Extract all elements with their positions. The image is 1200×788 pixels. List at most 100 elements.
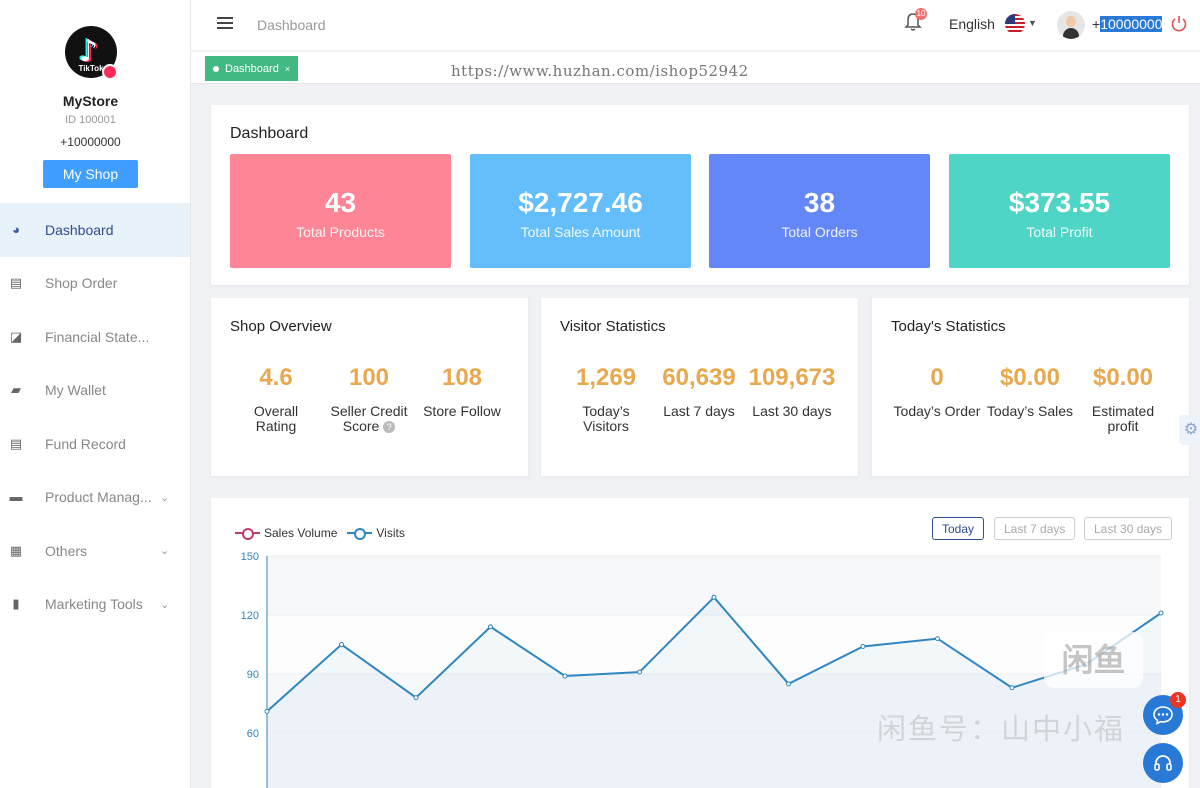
stat-label: Total Sales Amount: [520, 224, 641, 240]
phone-prefix: +: [1092, 16, 1101, 32]
user-phone[interactable]: +10000000: [1092, 16, 1163, 32]
data-point: [413, 695, 419, 701]
caret-down-icon[interactable]: ▼: [1028, 18, 1037, 28]
store-phone: +10000000: [60, 135, 121, 149]
card-title: Dashboard: [230, 125, 309, 142]
stat-label: Total Products: [296, 224, 385, 240]
us-flag-icon[interactable]: [1005, 14, 1025, 34]
sidebar: ♪ TikTok MyStore ID 100001 +10000000 My …: [0, 0, 191, 788]
menu-toggle-icon[interactable]: [217, 17, 233, 31]
stat-total-orders: 38 Total Orders: [709, 154, 930, 268]
grid-band: [267, 733, 1161, 788]
headset-icon: [1154, 755, 1172, 771]
notification-badge: 10: [915, 8, 927, 20]
phone-highlight: 10000000: [1100, 16, 1163, 32]
range-last-7-days-button[interactable]: Last 7 days: [994, 517, 1076, 540]
support-button[interactable]: [1143, 743, 1183, 783]
card-title: Today's Statistics: [891, 318, 1006, 335]
grid-band: [267, 556, 1161, 615]
tab-dashboard[interactable]: Dashboard ×: [205, 56, 299, 81]
sidebar-item-label: Shop Order: [45, 275, 118, 292]
sidebar-item-label: Others: [45, 542, 88, 559]
metric-label-text: Seller Credit Score: [330, 403, 408, 434]
clipboard-icon: ▤: [9, 275, 23, 291]
sidebar-item-label: Dashboard: [45, 221, 114, 238]
help-icon[interactable]: ?: [383, 421, 396, 434]
metric-label: Seller Credit Score ?: [321, 404, 417, 434]
metric-value: 4.6: [259, 364, 293, 391]
store-name: MyStore: [62, 93, 119, 109]
range-today-button[interactable]: Today: [932, 517, 985, 540]
sidebar-item-others[interactable]: ▦ Others ⌄: [0, 524, 190, 578]
legend-swatch: [347, 528, 373, 540]
grid-band: [267, 615, 1161, 674]
grid-icon: ▦: [9, 542, 23, 558]
chart-legend: Sales Volume Visits: [235, 526, 405, 540]
data-point: [935, 636, 940, 642]
stat-value: 43: [324, 187, 357, 218]
y-tick-label: 60: [247, 728, 259, 740]
chevron-down-icon: ⌄: [160, 598, 170, 611]
y-tick-label: 150: [241, 551, 259, 563]
logo-brand-text: TikTok: [78, 64, 104, 73]
stat-label: Total Profit: [1026, 224, 1093, 240]
stat-total-profit: $373.55 Total Profit: [949, 154, 1170, 268]
metric-label: Last 30 days: [752, 403, 832, 419]
my-shop-button[interactable]: My Shop: [43, 160, 138, 188]
close-icon[interactable]: ×: [284, 63, 291, 74]
watermark-logo: 闲鱼: [1044, 632, 1143, 688]
sidebar-item-my-wallet[interactable]: ▰ My Wallet: [0, 364, 190, 418]
stat-total-sales: $2,727.46 Total Sales Amount: [470, 154, 691, 268]
metric-todays-visitors: 1,269 Today’s Visitors: [558, 364, 654, 434]
power-icon[interactable]: [1170, 15, 1188, 33]
legend-swatch: [235, 528, 260, 540]
legend-label: Visits: [376, 526, 405, 540]
settings-gear-icon[interactable]: ⚙: [1179, 415, 1200, 445]
data-point: [860, 643, 866, 649]
metric-label: Store Follow: [423, 403, 501, 419]
chat-badge: 1: [1170, 692, 1186, 708]
metric-value: 100: [348, 364, 390, 391]
sidebar-item-label: Financial State...: [45, 328, 150, 345]
metric-value: 108: [441, 364, 483, 391]
metric-estimated-profit: $0.00 Estimated profit: [1075, 364, 1171, 434]
dashboard-card: Dashboard 43 Total Products $2,727.46 To…: [211, 105, 1189, 285]
sidebar-item-dashboard[interactable]: ◕ Dashboard: [0, 203, 190, 257]
metric-last-30-days: 109,673 Last 30 days: [744, 364, 840, 419]
language-selector[interactable]: English: [949, 16, 995, 32]
card-title: Shop Overview: [230, 318, 332, 335]
metric-value: $0.00: [1092, 364, 1154, 391]
sidebar-item-fund-record[interactable]: ▤ Fund Record: [0, 417, 190, 471]
y-tick-label: 120: [241, 610, 259, 622]
sidebar-item-financial-statements[interactable]: ◪ Financial State...: [0, 310, 190, 364]
data-point: [786, 681, 791, 687]
visitor-statistics-card: Visitor Statistics 1,269 Today’s Visitor…: [541, 298, 858, 476]
top-header: Dashboard 10 English ▼ +10000000: [191, 0, 1200, 50]
todays-statistics-card: Today's Statistics 0 Today’s Order $0.00…: [872, 298, 1189, 476]
legend-sales-volume[interactable]: Sales Volume: [235, 526, 337, 540]
metric-todays-sales: $0.00 Today’s Sales: [982, 364, 1078, 419]
wallet-icon: ▰: [11, 382, 21, 398]
dashboard-icon: ◕: [12, 221, 20, 237]
data-point: [488, 624, 493, 630]
range-last-30-days-button[interactable]: Last 30 days: [1084, 517, 1173, 540]
chevron-down-icon: ⌄: [160, 545, 170, 558]
metric-store-follow: 108 Store Follow: [414, 364, 510, 419]
tabs-bar: Dashboard × https://www.huzhan.com/ishop…: [191, 52, 1200, 84]
sidebar-item-product-management[interactable]: ▬ Product Manag... ⌄: [0, 471, 190, 525]
card-title: Visitor Statistics: [560, 318, 666, 335]
stat-value: $373.55: [1008, 187, 1111, 218]
metric-label: Today’s Order: [893, 403, 981, 419]
data-point: [637, 669, 642, 675]
legend-visits[interactable]: Visits: [347, 526, 405, 540]
watermark-url: https://www.huzhan.com/ishop52942: [451, 62, 749, 80]
chevron-down-icon: ⌄: [160, 491, 170, 504]
sidebar-item-marketing-tools[interactable]: ▮ Marketing Tools ⌄: [0, 578, 190, 632]
chart-card: 60 90 120 150 Sales Volume Visits Today Las…: [211, 498, 1189, 788]
document-icon: ▤: [9, 435, 23, 451]
metric-value: 109,673: [748, 364, 836, 391]
avatar[interactable]: [1057, 11, 1085, 39]
active-dot-icon: [213, 65, 219, 72]
metric-value: $0.00: [999, 364, 1061, 391]
sidebar-item-shop-order[interactable]: ▤ Shop Order: [0, 257, 190, 311]
